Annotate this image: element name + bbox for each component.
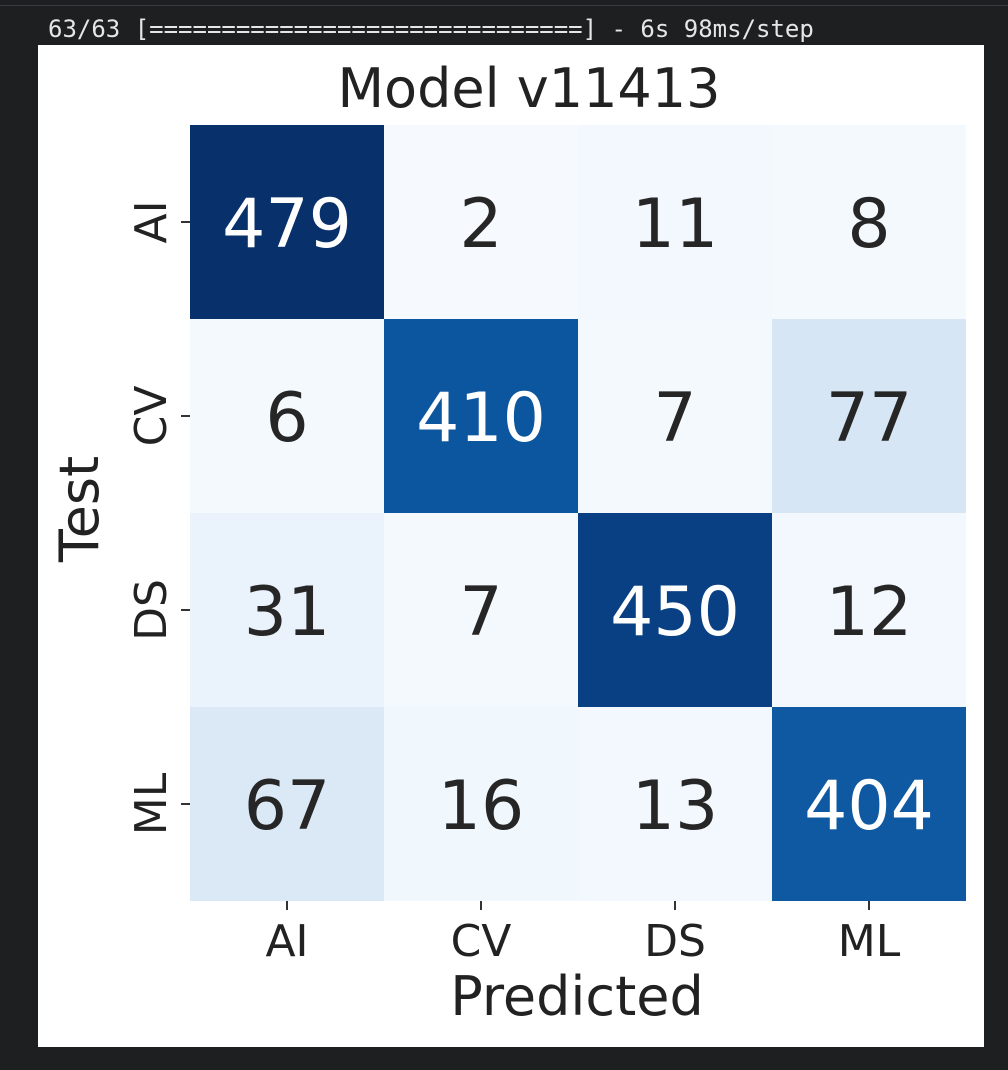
chart-title: Model v11413: [337, 57, 720, 120]
heatmap-cell-ai-ml: [772, 125, 966, 319]
y-tick-label-ai: AI: [126, 200, 177, 243]
heatmap-cell-ml-ai: [190, 707, 384, 901]
cell-value-label: 7: [653, 379, 696, 458]
heatmap-cell-ml-cv: [384, 707, 578, 901]
cell-value-label: 450: [610, 573, 740, 652]
y-tick-label-ds: DS: [126, 579, 177, 641]
cell-value-label: 479: [222, 185, 352, 264]
confusion-matrix-figure: Model v11413 479 2 11 8 6 410 7 77 31 7 450 12 67 16 1…: [38, 45, 984, 1047]
cell-value-label: 7: [459, 573, 502, 652]
training-progress-output: 63/63 [==============================] -…: [48, 15, 814, 43]
y-tick-label-cv: CV: [126, 386, 177, 447]
cell-value-label: 12: [826, 573, 913, 652]
y-tick-label-ml: ML: [126, 772, 177, 835]
y-axis-ticks: AI CV DS ML: [126, 200, 190, 835]
heatmap-cell-ai-ds: [578, 125, 772, 319]
x-axis-ticks: AI CV DS ML: [265, 901, 901, 967]
x-tick-label-ds: DS: [644, 916, 706, 967]
heatmap-cell-cv-ds: [578, 319, 772, 513]
window-top-border: [0, 0, 1008, 6]
cell-value-label: 404: [804, 767, 934, 846]
cell-value-label: 2: [459, 185, 502, 264]
cell-value-label: 13: [632, 767, 719, 846]
heatmap-cell-cv-cv: [384, 319, 578, 513]
heatmap-cell-ds-cv: [384, 513, 578, 707]
heatmap-cell-ds-ai: [190, 513, 384, 707]
cell-value-label: 16: [438, 767, 525, 846]
cell-value-label: 31: [244, 573, 331, 652]
cell-value-label: 8: [847, 185, 890, 264]
heatmap-cell-ds-ml: [772, 513, 966, 707]
x-tick-label-ai: AI: [265, 916, 308, 967]
heatmap-cell-ai-ai: [190, 125, 384, 319]
heatmap-cell-cv-ai: [190, 319, 384, 513]
heatmap-cell-ds-ds: [578, 513, 772, 707]
heatmap-cell-ml-ml: [772, 707, 966, 901]
x-tick-label-cv: CV: [451, 916, 512, 967]
x-tick-label-ml: ML: [838, 916, 901, 967]
cell-value-label: 410: [416, 379, 546, 458]
cell-value-label: 6: [265, 379, 308, 458]
cell-value-label: 67: [244, 767, 331, 846]
heatmap-cell-ml-ds: [578, 707, 772, 901]
heatmap-cell-ai-cv: [384, 125, 578, 319]
cell-value-label: 77: [826, 379, 913, 458]
heatmap-cell-cv-ml: [772, 319, 966, 513]
cell-value-label: 11: [632, 185, 719, 264]
x-axis-label: Predicted: [450, 965, 704, 1028]
y-axis-label: Test: [48, 456, 111, 563]
